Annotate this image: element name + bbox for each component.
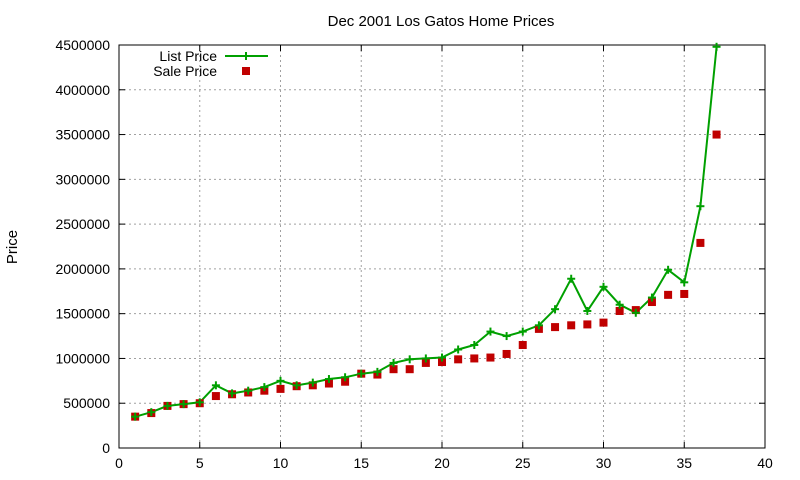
list-price-point bbox=[470, 341, 479, 350]
sale-price-point bbox=[421, 358, 430, 367]
list-price-point bbox=[357, 369, 366, 378]
sale-price-point bbox=[647, 298, 656, 307]
sale-price-point bbox=[502, 349, 511, 358]
list-price-point bbox=[195, 398, 204, 407]
list-price-point bbox=[276, 376, 285, 385]
y-tick-label: 2500000 bbox=[55, 216, 110, 232]
y-tick-label: 0 bbox=[102, 440, 110, 456]
sale-price-point bbox=[486, 353, 495, 362]
list-price-point bbox=[292, 381, 301, 390]
list-price-point bbox=[211, 381, 220, 390]
legend-label-sale-price: Sale Price bbox=[153, 63, 217, 79]
legend-marker-list-price bbox=[242, 52, 250, 60]
y-tick-label: 3500000 bbox=[55, 127, 110, 143]
data-series bbox=[131, 42, 721, 421]
list-price-point bbox=[615, 300, 624, 309]
list-price-point bbox=[534, 321, 543, 330]
plot-frame bbox=[118, 44, 766, 449]
list-price-point bbox=[421, 354, 430, 363]
sale-price-point bbox=[341, 377, 350, 386]
list-price-point bbox=[518, 327, 527, 336]
legend: List Price Sale Price bbox=[153, 48, 268, 79]
sale-price-point bbox=[712, 130, 721, 139]
list-price-point bbox=[551, 305, 560, 314]
list-price-point bbox=[308, 378, 317, 387]
list-price-point bbox=[405, 355, 414, 364]
sale-price-point bbox=[438, 358, 446, 367]
list-price-point bbox=[389, 358, 398, 367]
y-axis-label: Price bbox=[4, 230, 21, 264]
sale-price-point bbox=[518, 341, 527, 350]
x-tick-label: 0 bbox=[115, 455, 123, 471]
axis-ticks: 0 500000 1000000 1500000 2000000 2500000 30000… bbox=[55, 37, 773, 471]
x-tick-label: 25 bbox=[515, 455, 531, 471]
x-tick-label: 10 bbox=[273, 455, 289, 471]
sale-price-point bbox=[389, 365, 398, 374]
x-tick-label: 5 bbox=[196, 455, 204, 471]
x-tick-label: 15 bbox=[353, 455, 369, 471]
sale-price-point bbox=[454, 355, 463, 364]
sale-price-point bbox=[405, 365, 414, 374]
list-price-point bbox=[438, 353, 446, 362]
list-price-point bbox=[454, 345, 463, 354]
legend-marker-sale-price bbox=[242, 67, 250, 75]
list-price-point bbox=[647, 293, 656, 302]
list-price-point bbox=[712, 42, 721, 51]
sale-price-point bbox=[551, 323, 560, 332]
y-tick-label: 500000 bbox=[63, 395, 110, 411]
list-price-point bbox=[567, 274, 576, 283]
sale-price-point bbox=[211, 392, 220, 401]
list-price-point bbox=[131, 412, 140, 421]
list-price-point bbox=[486, 327, 495, 336]
list-price-point bbox=[179, 400, 188, 409]
legend-label-list-price: List Price bbox=[159, 48, 217, 64]
y-tick-label: 4000000 bbox=[55, 82, 110, 98]
sale-price-point bbox=[583, 320, 592, 329]
list-price-point bbox=[244, 386, 253, 395]
list-price-point bbox=[147, 408, 156, 417]
list-price-point bbox=[260, 383, 269, 392]
sale-price-point bbox=[696, 238, 705, 247]
x-tick-label: 35 bbox=[676, 455, 692, 471]
sale-price-point bbox=[324, 379, 333, 388]
sale-price-point bbox=[470, 354, 479, 363]
list-price-point bbox=[680, 278, 689, 287]
list-price-point bbox=[163, 401, 172, 410]
list-price-point bbox=[631, 308, 640, 317]
sale-price-point bbox=[276, 384, 285, 393]
list-price-point bbox=[324, 375, 333, 384]
list-price-point bbox=[696, 202, 705, 211]
x-tick-label: 30 bbox=[596, 455, 612, 471]
list-price-point bbox=[664, 265, 673, 274]
y-tick-label: 3000000 bbox=[55, 171, 110, 187]
chart-title: Dec 2001 Los Gatos Home Prices bbox=[328, 13, 555, 30]
list-price-point bbox=[373, 367, 382, 376]
sale-price-point bbox=[680, 289, 689, 298]
y-tick-label: 2000000 bbox=[55, 261, 110, 277]
x-tick-label: 20 bbox=[434, 455, 450, 471]
sale-price-point bbox=[664, 290, 673, 299]
list-price-point bbox=[599, 282, 608, 291]
y-tick-label: 1500000 bbox=[55, 306, 110, 322]
y-tick-label: 1000000 bbox=[55, 350, 110, 366]
list-price-point bbox=[228, 389, 237, 398]
list-price-point bbox=[502, 332, 511, 341]
list-price-point bbox=[341, 373, 350, 382]
x-tick-label: 40 bbox=[757, 455, 773, 471]
sale-price-point bbox=[599, 318, 608, 327]
y-tick-label: 4500000 bbox=[55, 37, 110, 53]
sale-price-point bbox=[615, 306, 624, 315]
sale-price-point bbox=[567, 321, 576, 330]
list-price-point bbox=[583, 306, 592, 315]
